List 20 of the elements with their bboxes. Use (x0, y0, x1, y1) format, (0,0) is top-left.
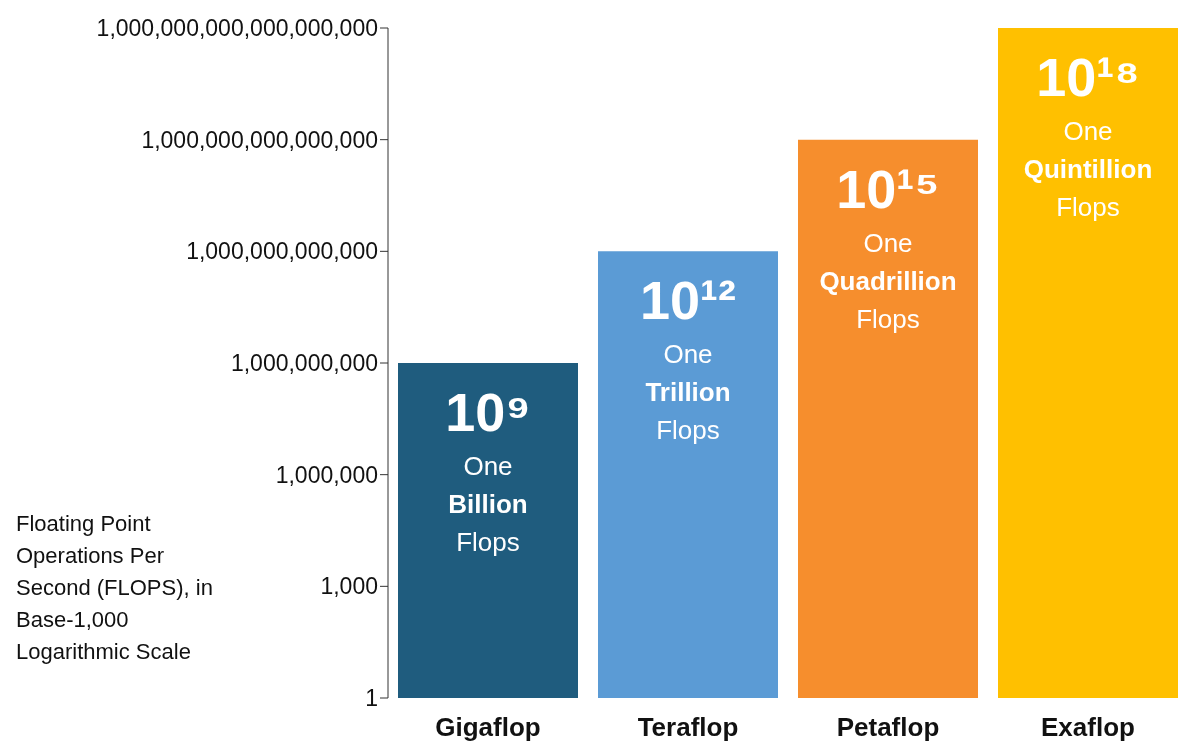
annotation: One Billion Flops (448, 451, 528, 557)
y-tick-label: 1,000,000,000 (230, 350, 378, 377)
data-label: 10¹⁵ (836, 158, 940, 219)
data-label: 10⁹ (445, 382, 531, 442)
y-tick-label: 1,000,000 (275, 461, 378, 488)
y-tick-label: 1,000,000,000,000,000,000 (96, 15, 378, 42)
x-tick-label: Petaflop (836, 712, 940, 743)
data-label: 10¹² (639, 270, 737, 331)
y-tick-label: 1,000,000,000,000 (186, 238, 378, 265)
data-label: 10¹⁸ (1036, 47, 1140, 107)
y-tick-label: 1 (365, 685, 378, 712)
x-tick-label: Exaflop (1041, 712, 1135, 743)
x-tick-label: Teraflop (637, 712, 739, 743)
y-tick-label: 1,000,000,000,000,000 (141, 126, 378, 153)
annotation: One Trillion Flops (645, 339, 731, 446)
y-axis-title: Floating Point Operations Per Second (FLOPS), in Base-1,000 Logarithmic Scale (16, 510, 214, 666)
y-tick-label: 1,000 (320, 573, 378, 600)
annotation: One Quintillion Flops (1023, 116, 1153, 222)
x-tick-label: Gigaflop (435, 712, 541, 743)
annotation: One Quadrillion Flops (819, 227, 957, 334)
